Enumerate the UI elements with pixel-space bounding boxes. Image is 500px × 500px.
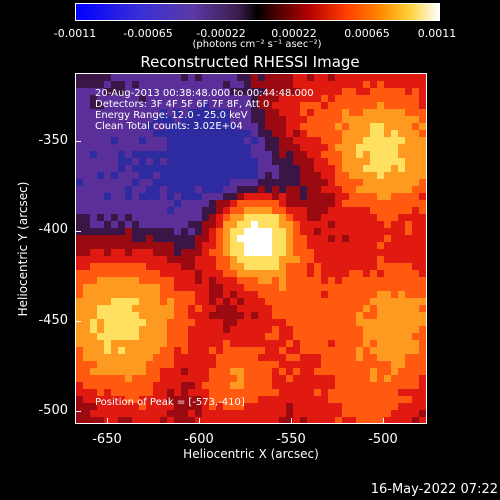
x-tick-mark — [291, 418, 292, 424]
rhessi-image-heatmap — [76, 74, 426, 423]
y-axis-title: Heliocentric Y (arcsec) — [16, 181, 30, 317]
colorbar-tick-label: -0.0011 — [53, 27, 97, 40]
y-tick-label: -500 — [38, 403, 68, 418]
info-detectors: Detectors: 3F 4F 5F 6F 7F 8F, Att 0 — [95, 99, 270, 110]
x-tick-label: -600 — [184, 432, 214, 447]
colorbar-tick-label: -0.00065 — [123, 27, 173, 40]
info-energy-range: Energy Range: 12.0 - 25.0 keV — [95, 110, 248, 121]
x-tick-mark — [383, 418, 384, 424]
info-time-range: 20-Aug-2013 00:38:48.000 to 00:44:48.000 — [95, 88, 314, 99]
x-tick-label: -550 — [276, 432, 306, 447]
y-tick-label: -350 — [38, 133, 68, 148]
y-tick-mark — [75, 321, 81, 322]
info-peak-position: Position of Peak = [-573,-410] — [95, 397, 245, 408]
x-tick-label: -650 — [92, 432, 122, 447]
colorbar-tick-label: 0.00065 — [344, 27, 390, 40]
y-tick-label: -450 — [38, 313, 68, 328]
x-axis-title: Heliocentric X (arcsec) — [183, 447, 319, 461]
colorbar — [75, 3, 440, 21]
colorbar-tick-label: 0.00022 — [271, 27, 317, 40]
info-clean-counts: Clean Total counts: 3.02E+04 — [95, 121, 243, 132]
plot-datestamp: 16-May-2022 07:22 — [370, 482, 498, 497]
y-tick-mark — [75, 411, 81, 412]
x-tick-mark — [107, 418, 108, 424]
y-tick-label: -400 — [38, 222, 68, 237]
x-tick-mark — [199, 418, 200, 424]
colorbar-tick-label: -0.00022 — [196, 27, 246, 40]
y-tick-mark — [75, 141, 81, 142]
x-tick-label: -500 — [368, 432, 398, 447]
y-tick-mark — [75, 231, 81, 232]
image-plot[interactable] — [75, 73, 427, 424]
colorbar-tick-label: 0.0011 — [417, 27, 457, 40]
plot-title: Reconstructed RHESSI Image — [140, 53, 360, 71]
colorbar-unit-label: (photons cm⁻² s⁻¹ asec⁻²) — [192, 39, 322, 50]
